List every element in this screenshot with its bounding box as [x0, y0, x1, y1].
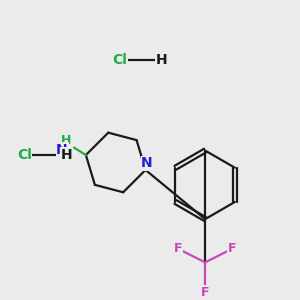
Text: F: F — [201, 286, 209, 299]
Text: H: H — [61, 152, 72, 165]
Text: Cl: Cl — [112, 52, 127, 67]
Text: N: N — [56, 143, 68, 157]
Text: F: F — [174, 242, 183, 255]
Text: Cl: Cl — [17, 148, 32, 162]
Text: N: N — [141, 156, 153, 170]
Text: H: H — [61, 134, 72, 147]
Text: H: H — [156, 52, 168, 67]
Text: F: F — [228, 242, 236, 255]
Text: H: H — [61, 148, 72, 162]
